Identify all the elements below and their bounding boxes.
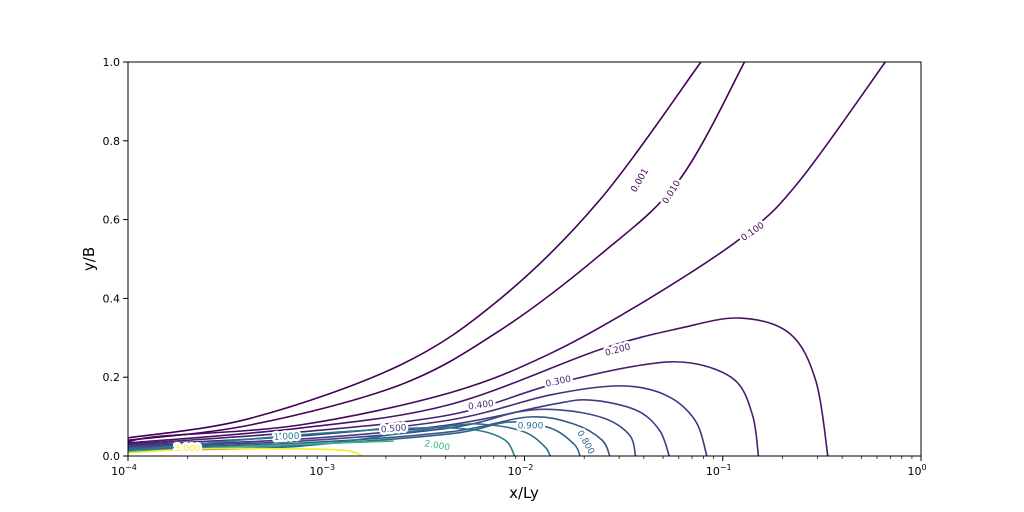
y-tick-label: 0.8 [103,135,121,148]
x-tick-label: 10−4 [111,463,137,478]
contour-label: 0.500 [380,423,407,435]
contour-line-1 [127,426,516,457]
contour-label: 1.000 [274,432,301,443]
y-axis-label: y/B [80,247,98,271]
y-tick-label: 0.2 [103,371,121,384]
contour-label: 0.001 [630,167,652,194]
contour-label: 0.010 [661,179,683,206]
contour-label: 0.100 [740,221,767,244]
x-tick-label: 100 [907,463,926,478]
contour-line-3 [127,447,363,457]
y-axis-ticks: 0.0 0.2 0.4 0.6 0.8 1.0 [103,56,128,463]
contour-line-0.2 [127,317,829,457]
contour-line-0.5 [127,399,670,457]
contour-label: 0.300 [545,374,573,389]
contour-label: 2.000 [424,439,451,453]
contour-line-0.001 [127,61,702,439]
y-tick-label: 0.6 [103,214,121,227]
contour-line-0.01 [127,61,746,442]
contour-label: 0.900 [518,421,544,431]
contour-line-0.1 [127,61,886,443]
contour-line-0.7 [127,415,611,457]
plot-frame [127,61,922,457]
x-axis-label: x/Ly [509,484,539,502]
contour-label: 0.400 [468,399,495,413]
x-tick-label: 10−3 [309,463,335,478]
x-tick-label: 10−1 [706,463,732,478]
y-tick-label: 1.0 [103,56,121,69]
x-axis-ticks: 10−4 10−3 10−2 10−1 100 [111,456,927,478]
y-tick-label: 0.4 [103,292,121,305]
contour-line-0.3 [127,360,760,457]
contour-lines [127,61,886,457]
contour-label: 0.200 [604,342,632,358]
x-tick-label: 10−2 [508,463,534,478]
y-tick-label: 0.0 [103,450,121,463]
contour-line-0.6 [127,408,637,457]
contour-label: 3.000 [175,444,201,454]
contour-line-0.4 [127,385,708,457]
